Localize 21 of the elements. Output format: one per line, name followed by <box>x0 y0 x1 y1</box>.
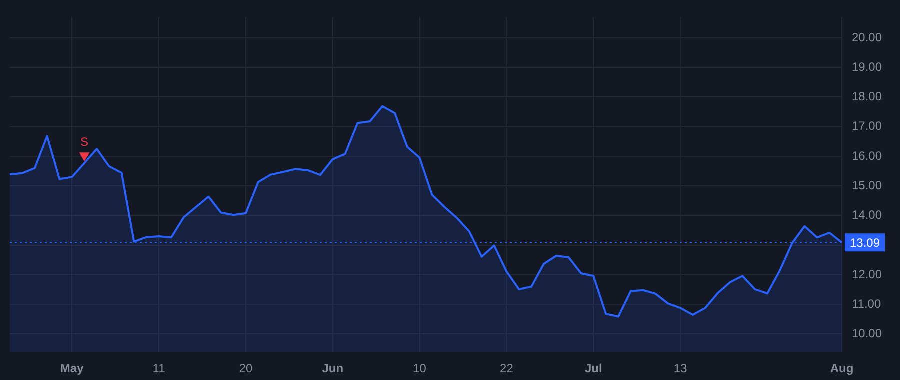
x-tick-label: Jul <box>584 362 602 376</box>
x-tick-label: Jun <box>322 362 344 376</box>
x-tick-label: May <box>60 362 84 376</box>
y-tick-label: 14.00 <box>852 208 882 222</box>
y-tick-label: 16.00 <box>852 148 882 163</box>
y-tick-label: 11.00 <box>852 296 882 311</box>
x-tick-label: 10 <box>413 362 427 376</box>
x-tick-label: 13 <box>674 362 688 376</box>
x-tick-label: 20 <box>239 362 253 376</box>
y-tick-label: 12.00 <box>852 267 882 282</box>
x-tick-label: 22 <box>500 362 514 376</box>
y-tick-label: 18.00 <box>852 90 882 104</box>
ref-line-label: 13.09 <box>850 236 880 250</box>
y-tick-label: 15.00 <box>852 178 882 192</box>
y-tick-label: 20.00 <box>852 30 882 44</box>
y-tick-label: 17.00 <box>852 119 882 134</box>
x-tick-label: Aug <box>830 362 854 376</box>
series-label: S <box>80 134 89 149</box>
y-tick-label: 19.00 <box>852 60 882 74</box>
y-tick-label: 10.00 <box>852 326 882 341</box>
x-tick-label: 11 <box>152 362 166 376</box>
